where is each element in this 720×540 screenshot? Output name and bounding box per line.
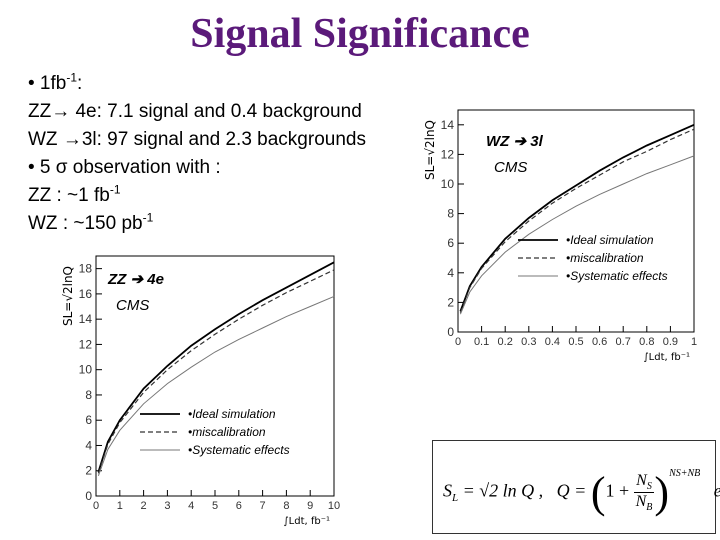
series-line-2 — [97, 269, 335, 474]
x-tick-label: 1 — [691, 336, 697, 348]
y-tick-label: 6 — [447, 236, 454, 250]
x-tick-label: 4 — [188, 500, 194, 512]
x-tick-label: 0.5 — [568, 336, 583, 348]
series-line-3 — [459, 155, 695, 315]
x-tick-label: 7 — [260, 500, 266, 512]
legend-item: •miscalibration — [566, 251, 644, 265]
bullet-list: • 1fb-1: ZZ→ 4e: 7.1 signal and 0.4 back… — [28, 70, 366, 238]
bullet-wz-lumi: WZ : ~150 pb-1 — [28, 210, 154, 234]
x-tick-label: 0 — [93, 500, 99, 512]
x-axis-label: ∫Ldt, fb⁻¹ — [643, 352, 690, 362]
legend-item: •Ideal simulation — [566, 233, 654, 247]
x-tick-label: 0.9 — [663, 336, 678, 348]
x-tick-label: 0 — [455, 336, 461, 348]
y-tick-label: 12 — [441, 147, 455, 161]
slide-title: Signal Significance — [190, 11, 530, 57]
bullet-luminosity: • 1fb-1: — [28, 70, 83, 94]
x-tick-label: 0.3 — [521, 336, 536, 348]
process-label: WZ ➔ 3l — [486, 133, 544, 150]
x-tick-label: 3 — [164, 500, 170, 512]
x-tick-label: 1 — [117, 500, 123, 512]
x-tick-label: 2 — [141, 500, 147, 512]
y-tick-label: 0 — [85, 489, 92, 503]
y-tick-label: 14 — [79, 312, 93, 326]
x-tick-label: 0.7 — [616, 336, 631, 348]
y-tick-label: 10 — [441, 177, 455, 191]
series-line-1 — [97, 261, 335, 473]
plot-frame — [95, 255, 335, 497]
wz-significance-plot: 0 2 4 6 8 10 12 14 0 0.1 0.2 0.3 0.4 0.5 0.6 0.7 0.8 0.9 1… — [423, 109, 697, 362]
y-tick-label: 2 — [447, 295, 454, 309]
y-tick-label: 10 — [79, 363, 93, 377]
y-tick-label: 14 — [441, 118, 455, 132]
y-tick-label: 16 — [79, 287, 93, 301]
legend-item: •Systematic effects — [566, 269, 668, 283]
bullet-wz-yield: WZ →3l: 97 signal and 2.3 backgrounds — [28, 129, 366, 150]
experiment-label: CMS — [116, 297, 149, 314]
y-tick-label: 4 — [447, 266, 454, 280]
legend-item: •Ideal simulation — [188, 407, 276, 421]
legend-item: •Systematic effects — [188, 443, 290, 457]
x-tick-label: 0.6 — [592, 336, 607, 348]
y-axis-label: SL=√2lnQ — [423, 120, 437, 180]
y-axis-label: SL=√2lnQ — [61, 266, 75, 326]
x-axis-label: ∫Ldt, fb⁻¹ — [283, 516, 330, 527]
series-line-3 — [97, 295, 335, 476]
y-tick-label: 0 — [447, 325, 454, 339]
plot-frame — [457, 109, 695, 333]
x-tick-label: 5 — [212, 500, 218, 512]
legend-item: •miscalibration — [188, 425, 266, 439]
x-tick-label: 6 — [236, 500, 242, 512]
x-tick-label: 0.2 — [498, 336, 513, 348]
series-line-2 — [459, 128, 695, 314]
y-tick-label: 12 — [79, 337, 93, 351]
process-label: ZZ ➔ 4e — [107, 271, 164, 288]
x-tick-label: 8 — [283, 500, 289, 512]
y-tick-label: 4 — [85, 438, 92, 452]
y-tick-label: 6 — [85, 413, 92, 427]
x-tick-label: 9 — [307, 500, 313, 512]
y-tick-label: 18 — [79, 262, 93, 276]
x-tick-label: 0.8 — [639, 336, 654, 348]
bullet-zz-yield: ZZ→ 4e: 7.1 signal and 0.4 background — [28, 101, 362, 122]
series-line-1 — [459, 123, 695, 312]
y-tick-label: 8 — [85, 388, 92, 402]
bullet-observation: • 5 σ observation with : — [28, 157, 221, 178]
bullet-zz-lumi: ZZ : ~1 fb-1 — [28, 182, 121, 206]
y-tick-label: 2 — [85, 464, 92, 478]
experiment-label: CMS — [494, 159, 527, 176]
x-tick-label: 10 — [328, 500, 340, 512]
x-tick-label: 0.1 — [474, 336, 489, 348]
x-tick-label: 0.4 — [545, 336, 560, 348]
y-tick-label: 8 — [447, 207, 454, 221]
